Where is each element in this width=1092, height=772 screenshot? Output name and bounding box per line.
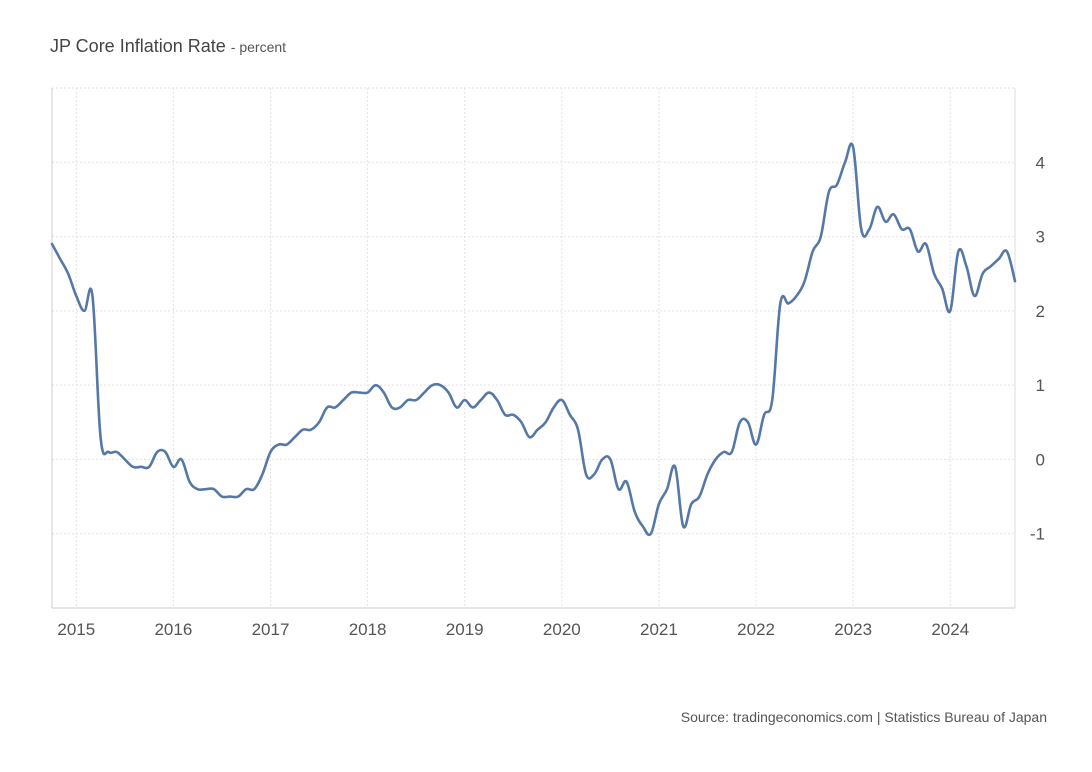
x-tick-label: 2018 (349, 620, 387, 639)
chart-title: JP Core Inflation Rate - percent (50, 36, 286, 57)
y-tick-label: -1 (1030, 525, 1045, 544)
x-tick-label: 2021 (640, 620, 678, 639)
x-tick-label: 2023 (834, 620, 872, 639)
axes (51, 88, 1016, 609)
y-tick-label: 3 (1036, 228, 1045, 247)
chart-title-text: JP Core Inflation Rate (50, 36, 226, 56)
y-tick-label: 4 (1036, 153, 1045, 172)
x-tick-label: 2016 (154, 620, 192, 639)
x-tick-label: 2017 (252, 620, 290, 639)
x-tick-label: 2020 (543, 620, 581, 639)
tick-labels: -1 0 1 2 3 4 2015 2016 2017 2018 2019 2020 2021 2022 2… (57, 153, 1045, 639)
chart-subtitle: - percent (230, 39, 287, 55)
y-tick-label: 0 (1036, 450, 1045, 469)
y-tick-label: 1 (1036, 376, 1045, 395)
series-layer (50, 142, 1017, 537)
x-tick-label: 2019 (446, 620, 484, 639)
x-tick-label: 2024 (931, 620, 969, 639)
grid (52, 87, 1015, 608)
x-tick-label: 2022 (737, 620, 775, 639)
x-tick-label: 2015 (57, 620, 95, 639)
source-text: Source: tradingeconomics.com | Statistic… (680, 709, 1047, 725)
series-line-0 (50, 142, 1017, 537)
y-tick-label: 2 (1036, 302, 1045, 321)
